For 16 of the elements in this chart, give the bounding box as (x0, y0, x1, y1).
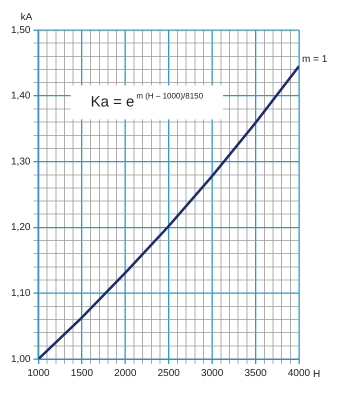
x-tick-label: 3500 (244, 368, 268, 379)
y-tick-label: 1,20 (10, 222, 31, 234)
x-tick-label: 3000 (201, 368, 224, 379)
y-tick-label: 1,10 (10, 288, 31, 299)
x-tick-label: 2000 (114, 368, 137, 379)
text: m = 1 (302, 54, 328, 65)
x-tick-label: 1500 (70, 368, 94, 379)
x-tick-label: 2500 (158, 368, 180, 379)
y-tick-label: 1,30 (10, 156, 31, 168)
y-tick-label: 1,40 (10, 90, 31, 102)
x-axis-title: H (313, 368, 320, 380)
x-tick-label: 1000 (27, 368, 50, 379)
x-tick-label: 4000 (288, 368, 311, 379)
y-tick-label: 1,00 (10, 354, 31, 365)
y-axis-title: kA (20, 12, 33, 23)
y-tick-label: 1,50 (10, 24, 31, 36)
